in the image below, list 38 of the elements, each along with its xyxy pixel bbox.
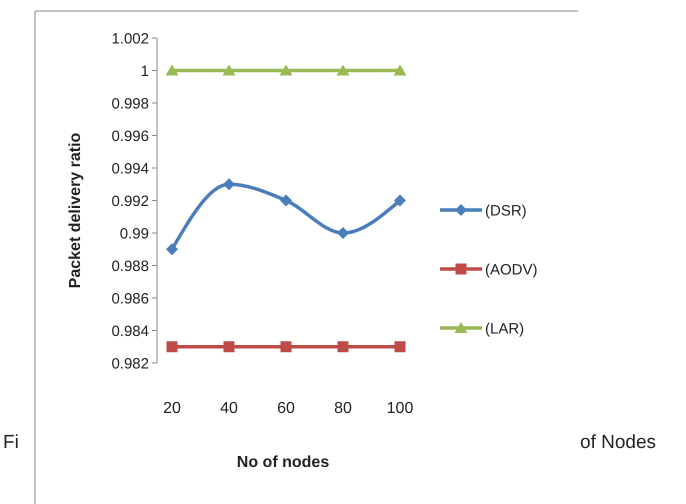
point (222, 64, 236, 76)
y-tick-label: 0.986 (111, 290, 149, 308)
x-tick-label: 80 (334, 400, 352, 417)
x-tick-label: 40 (220, 400, 238, 417)
point (280, 64, 292, 76)
point (166, 64, 178, 76)
y-axis-title: Packet delivery ratio (67, 132, 84, 288)
point (394, 64, 406, 76)
y-tick-label: 0.984 (111, 322, 149, 340)
x-axis-title: No of nodes (236, 454, 330, 471)
point (280, 194, 292, 206)
point (394, 341, 406, 352)
point (337, 227, 349, 239)
y-tick-label: 0.998 (111, 95, 149, 112)
x-tick-label: 60 (277, 400, 295, 417)
point (280, 341, 292, 352)
legend-label: (LAR) (485, 320, 524, 338)
point (336, 64, 350, 76)
x-tick-label: 100 (386, 400, 414, 417)
x-tick-label: 20 (163, 400, 181, 417)
text: Fi (3, 432, 19, 453)
point (166, 341, 178, 352)
point (223, 178, 235, 190)
point (166, 243, 178, 256)
y-tick-label: 0.992 (111, 192, 149, 210)
y-tick-label: 0.988 (111, 258, 149, 275)
point (224, 341, 234, 352)
legend-label: (DSR) (485, 202, 527, 220)
point (338, 341, 348, 352)
legend-label: (AODV) (485, 261, 538, 278)
y-tick-label: 1.002 (111, 30, 149, 48)
point (394, 194, 406, 206)
y-tick-label: 0.994 (111, 160, 149, 178)
y-tick-label: 0.99 (120, 225, 149, 242)
y-tick-label: 0.982 (111, 355, 149, 372)
y-tick-label: 0.996 (111, 128, 149, 145)
y-tick-label: 1 (140, 62, 149, 80)
text: of Nodes (580, 432, 656, 453)
